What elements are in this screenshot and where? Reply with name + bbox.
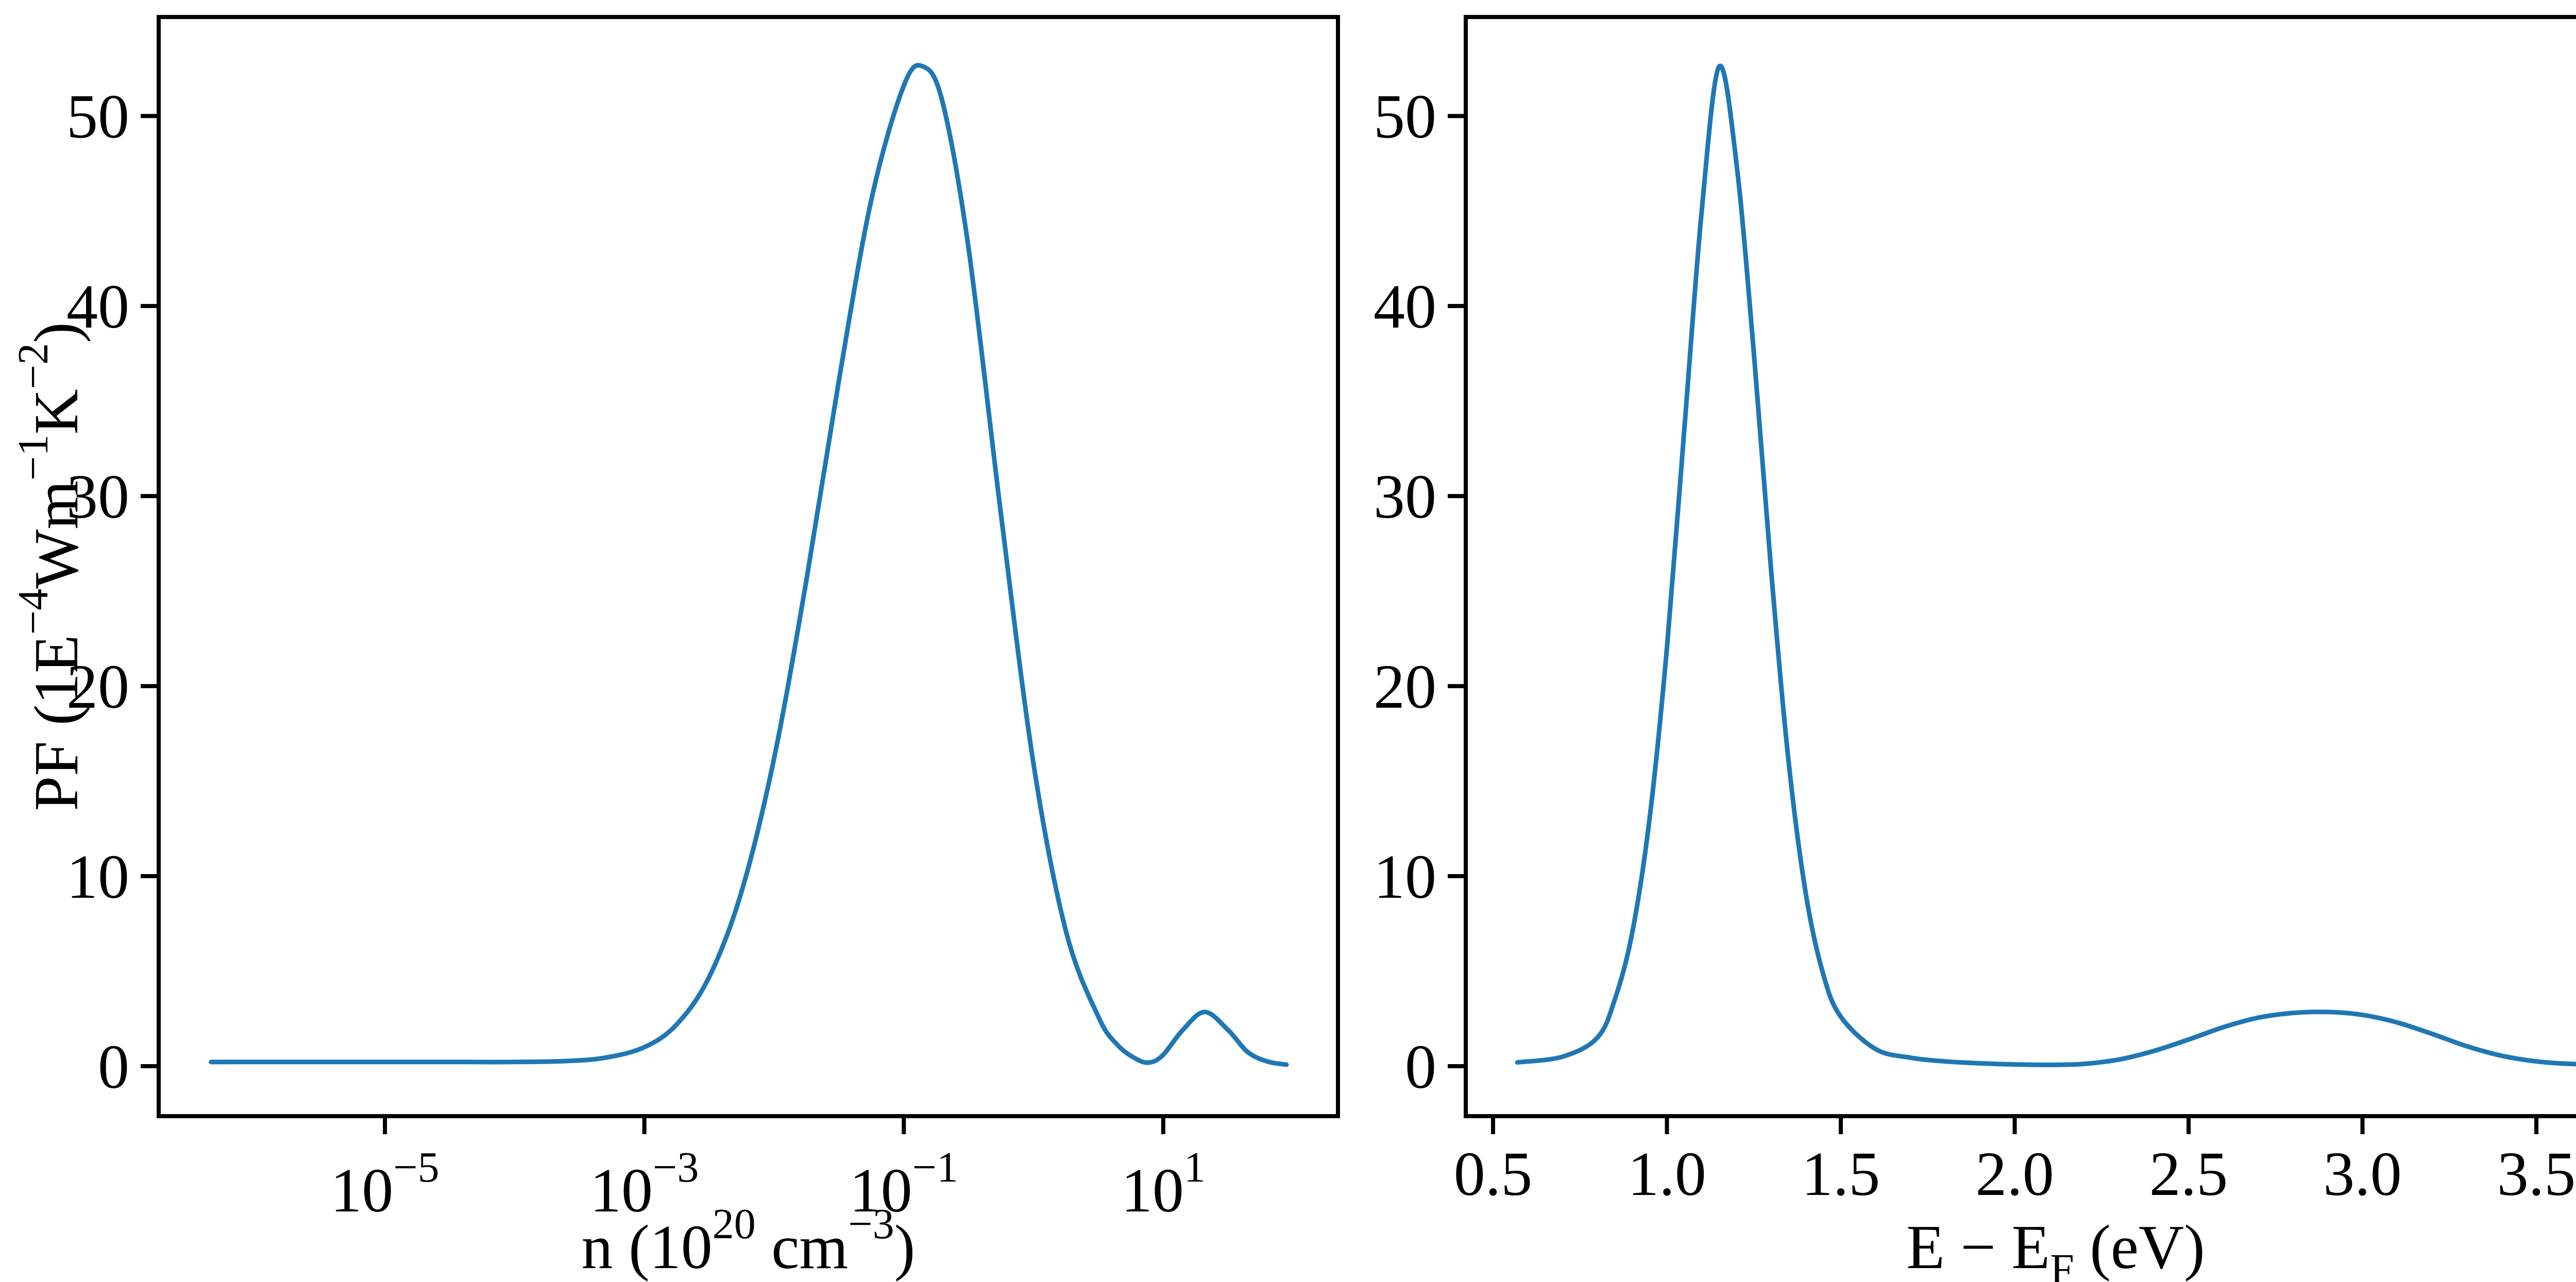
- pf-curve-left: [209, 63, 1289, 1067]
- right-y-tick-label: 20: [1374, 652, 1436, 722]
- right-y-tick-label: 50: [1374, 82, 1436, 151]
- left-x-tick-label: 101: [1121, 1143, 1206, 1225]
- left-x-tick-label: 10−1: [850, 1143, 958, 1225]
- right-x-tick-label: 2.0: [1975, 1139, 2054, 1209]
- left-x-tick-label: 10−3: [590, 1143, 699, 1225]
- left-plot-frame: [157, 15, 1340, 1118]
- left-y-tick-label: 30: [66, 462, 129, 532]
- right-x-tick-label: 3.5: [2497, 1139, 2576, 1209]
- right-y-tick-label: 10: [1374, 842, 1436, 912]
- right-y-tick-label: 0: [1405, 1032, 1436, 1102]
- left-y-tick-label: 50: [66, 82, 129, 151]
- right-x-tick-label: 1.0: [1628, 1139, 1706, 1209]
- right-x-tick-label: 0.5: [1454, 1139, 1533, 1209]
- right-x-axis-label: E − EF (eV): [1906, 1212, 2205, 1282]
- left-y-tick-label: 10: [66, 842, 129, 912]
- right-y-tick-label: 30: [1374, 462, 1436, 532]
- left-y-tick-label: 20: [66, 652, 129, 722]
- right-y-tick-label: 40: [1374, 272, 1436, 341]
- left-x-axis-label: n (1020 cm−3): [582, 1200, 916, 1282]
- right-x-tick-label: 1.5: [1802, 1139, 1880, 1209]
- left-y-tick-label: 40: [66, 272, 129, 341]
- right-x-tick-label: 2.5: [2149, 1139, 2228, 1209]
- pf-curve-right: [1515, 63, 2576, 1067]
- right-x-tick-label: 3.0: [2323, 1139, 2402, 1209]
- left-x-tick-label: 10−5: [330, 1143, 439, 1225]
- left-y-tick-label: 0: [98, 1032, 129, 1102]
- left-y-axis-label: PF (1E−4Wm−1K−2): [9, 322, 91, 811]
- right-plot-frame: [1464, 15, 2576, 1118]
